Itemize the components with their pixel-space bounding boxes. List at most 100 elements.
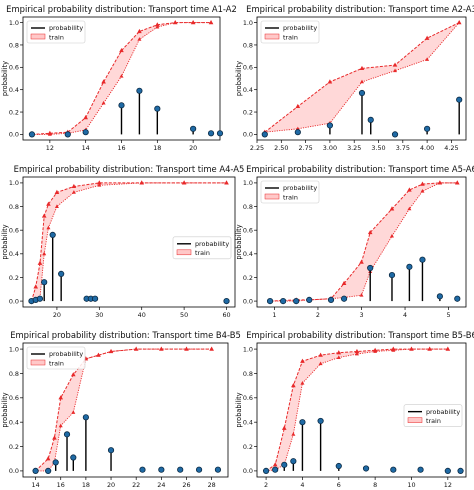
train-band [270,182,458,302]
probability-marker [64,131,71,138]
train-upper-marker [354,348,360,354]
y-tick-label: 1.0 [243,345,253,353]
x-tick-label: 6 [337,481,341,489]
y-tick-label: 0.6 [243,226,253,234]
x-tick-label: 2 [264,481,268,489]
probability-marker [391,131,399,138]
chart-panel-1: Empirical probability distribution: Tran… [1,4,237,152]
train-upper-marker [37,260,43,265]
x-tick-label: 4.25 [444,144,458,152]
probability-marker [28,131,36,138]
chart-panel-6: Empirical probability distribution: Tran… [235,330,474,489]
train-lower-line [35,348,212,472]
train-lower-marker [42,251,47,256]
x-tick-label: 18 [153,144,161,152]
probability-marker [456,96,463,103]
train-lower-marker [291,432,296,436]
x-tick-label: 3.50 [371,144,385,152]
probability-marker [340,295,348,302]
legend-train-label: train [283,33,298,41]
probability-marker [262,467,270,475]
y-tick-label: 0.8 [243,41,253,49]
chart-panel-2: Empirical probability distribution: Tran… [235,4,474,152]
probability-marker [223,297,230,305]
x-tick-label: 12 [444,481,452,489]
x-tick-label: 60 [222,311,230,319]
y-tick-label: 0.4 [243,418,253,426]
probability-marker [82,414,89,421]
train-lower-marker [209,346,214,351]
train-lower-marker [389,233,394,238]
probability-marker [58,270,65,278]
probability-marker [36,295,44,302]
train-lower-marker [318,361,323,366]
train-lower-marker [409,346,414,351]
train-upper-marker [272,462,278,467]
train-band [264,22,460,133]
x-tick-label: 4 [300,481,304,489]
chart-panel-5: Empirical probability distribution: Tran… [1,330,241,489]
chart-title: Empirical probability distribution: Tran… [10,330,241,340]
probability-marker [139,466,146,473]
train-lower-marker [119,74,124,78]
probability-marker [266,297,274,305]
x-tick-label: 1 [272,311,276,319]
train-lower-marker [455,180,460,185]
legend-probability-label: probability [49,350,83,358]
train-lower-marker [391,348,396,352]
y-tick-label: 0.2 [9,443,19,451]
train-lower-marker [101,100,106,105]
x-tick-label: 2.25 [250,144,264,152]
legend-probability-label: probability [426,408,460,416]
legend-train-swatch [264,33,280,40]
chart-panel-4: Empirical probability distribution: Tran… [235,164,474,319]
train-lower-marker [420,188,425,193]
probability-marker [326,122,334,129]
y-tick-label: 0.2 [9,274,19,282]
x-tick-label: 2.50 [274,144,288,152]
train-lower-marker [97,183,102,187]
x-tick-label: 40 [138,311,146,319]
train-upper-marker [359,65,365,71]
train-lower-marker [137,37,142,41]
y-axis-label: probability [1,392,9,427]
train-lower-marker [373,349,378,353]
x-tick-label: 20 [53,311,61,319]
x-tick-label: 3.25 [347,144,361,152]
probability-marker [417,466,424,473]
train-lower-marker [359,79,364,84]
probability-marker [424,125,431,132]
probability-marker [91,295,99,302]
probability-marker [45,467,52,475]
train-upper-marker [46,201,51,206]
train-upper-marker [71,372,76,377]
x-tick-label: 3.00 [323,144,337,152]
plot-frame [256,342,467,478]
train-upper-marker [300,358,305,363]
probability-marker [107,447,115,454]
train-upper-marker [295,103,301,109]
train-upper-marker [33,284,39,289]
probability-marker [457,467,464,475]
train-lower-marker [354,351,359,356]
train-lower-marker [393,68,398,73]
train-lower-marker [71,190,76,194]
legend-train-label: train [49,359,64,367]
probability-marker [214,466,222,473]
probability-marker [358,89,366,97]
legend-train-swatch [176,249,192,256]
probability-marker [195,466,203,473]
probability-marker [290,458,297,465]
probability-marker [436,293,443,300]
train-upper-marker [97,180,102,185]
train-upper-marker [137,28,142,34]
probability-marker [190,125,197,132]
train-upper-marker [58,395,64,400]
train-upper-marker [424,35,430,40]
probability-marker [367,116,374,123]
train-lower-marker [457,20,462,24]
y-tick-label: 0.6 [243,64,253,72]
